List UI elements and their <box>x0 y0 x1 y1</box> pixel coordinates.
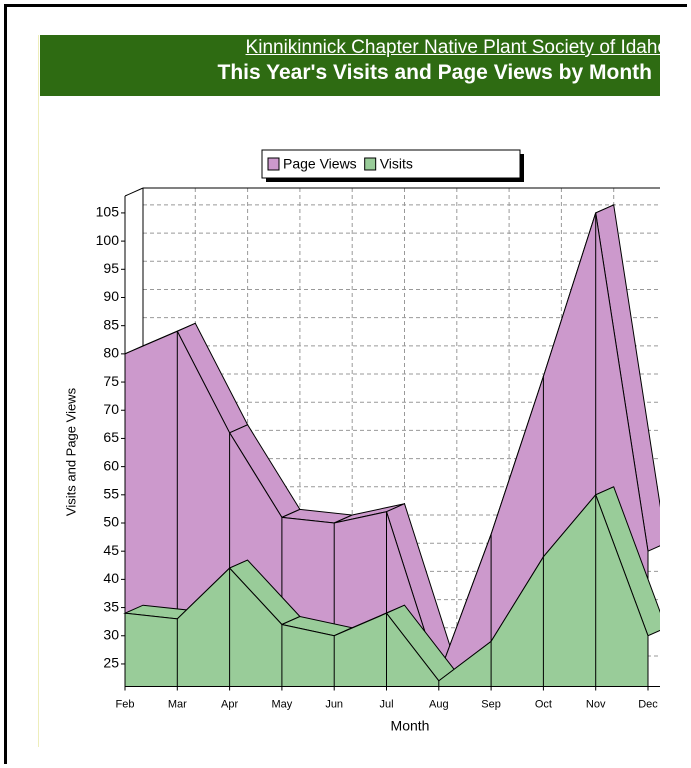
y-tick-label: 35 <box>103 598 119 614</box>
y-tick-label: 30 <box>103 626 119 642</box>
x-tick-label: Jul <box>379 698 393 710</box>
area <box>124 493 649 687</box>
x-tick-label: Sep <box>481 698 501 710</box>
legend-label: Visits <box>380 156 413 172</box>
x-tick-label: Nov <box>586 698 606 710</box>
y-tick-label: 25 <box>103 655 119 671</box>
page-title: This Year's Visits and Page Views by Mon… <box>217 61 653 84</box>
area <box>124 212 649 687</box>
y-tick-label: 75 <box>103 373 119 389</box>
y-tick-label: 65 <box>103 429 119 445</box>
window-frame <box>4 4 687 764</box>
x-tick-label: Oct <box>535 698 552 710</box>
top-edge <box>124 187 144 197</box>
x-tick-label: Apr <box>221 698 238 710</box>
legend-label: Page Views <box>283 156 357 172</box>
legend-swatch <box>364 157 377 171</box>
x-tick-label: Mar <box>168 698 187 710</box>
y-tick-label: 60 <box>103 457 119 473</box>
y-tick-label: 80 <box>103 345 119 361</box>
y-tick-label: 105 <box>96 204 120 220</box>
y-axis-label: Visits and Page Views <box>63 387 78 516</box>
y-tick-label: 95 <box>103 260 119 276</box>
x-tick-label: Dec <box>638 698 658 710</box>
plot <box>123 187 660 687</box>
y-tick-label: 85 <box>103 316 119 332</box>
legend <box>261 149 521 179</box>
x-tick-label: Aug <box>429 698 449 710</box>
legend-swatch <box>267 157 280 171</box>
y-tick-label: 45 <box>103 542 119 558</box>
y-tick-label: 100 <box>96 232 120 248</box>
x-tick-label: Jun <box>325 698 343 710</box>
left-rule <box>38 35 39 747</box>
x-tick-label: May <box>272 698 293 710</box>
x-axis-label: Month <box>391 718 430 734</box>
y-tick-label: 40 <box>103 570 119 586</box>
x-tick-label: Feb <box>116 698 135 710</box>
y-tick-label: 50 <box>103 514 119 530</box>
y-tick-label: 70 <box>103 401 119 417</box>
y-tick-label: 90 <box>103 288 119 304</box>
y-tick-label: 55 <box>103 486 119 502</box>
site-link[interactable]: Kinnikinnick Chapter Native Plant Societ… <box>245 37 660 58</box>
header: Kinnikinnick Chapter Native Plant Societ… <box>40 35 660 96</box>
